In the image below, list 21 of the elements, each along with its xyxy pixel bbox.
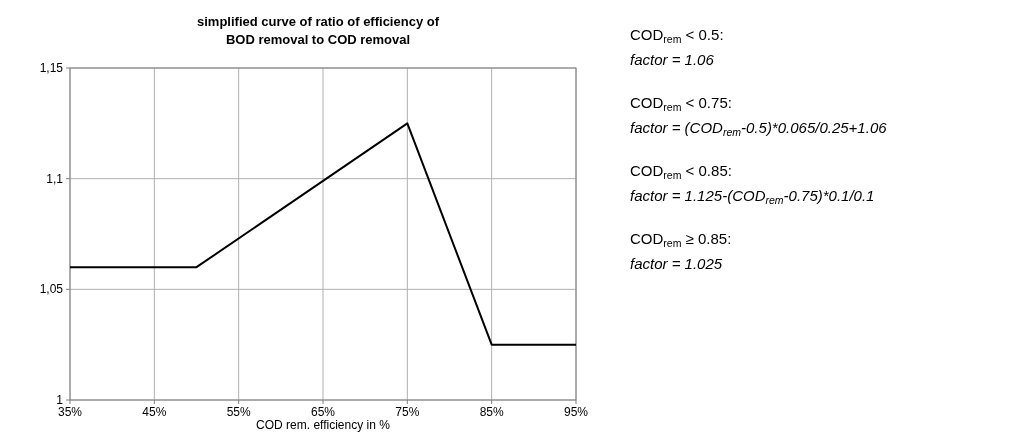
- y-tick-label: 1,1: [46, 171, 64, 186]
- y-tick-label: 1: [56, 393, 64, 407]
- x-tick-label: 65%: [310, 405, 336, 419]
- text: COD$_{rem}$ < 0.5:: [630, 26, 724, 45]
- x-tick-label: 55%: [226, 405, 251, 419]
- x-tick-label: 75%: [395, 405, 420, 419]
- text: factor = (COD$_{rem}$-0.5)*0.065/0.25+1.06: [630, 119, 888, 138]
- text: factor = 1.025: [630, 255, 723, 272]
- x-tick-label: 35%: [57, 405, 83, 419]
- x-tick-label: 95%: [563, 405, 589, 419]
- text: COD$_{rem}$ ≥ 0.85:: [630, 230, 732, 249]
- text: factor = 1.125-(COD$_{rem}$-0.75)*0.1/0.1: [630, 187, 875, 206]
- y-tick-label: 1,15: [39, 61, 64, 75]
- x-tick-label: 85%: [479, 405, 504, 419]
- x-tick-label: 45%: [142, 405, 167, 419]
- x-axis-title: COD rem. efficiency in %: [256, 418, 391, 432]
- y-tick-label: 1,05: [39, 282, 64, 297]
- text: COD$_{rem}$ < 0.85:: [630, 162, 732, 181]
- text: factor = 1.06: [630, 51, 715, 68]
- text: COD$_{rem}$ < 0.75:: [630, 94, 732, 113]
- chart-title: simplified curve of ratio of efficiency of BOD removal to COD removal: [197, 14, 440, 47]
